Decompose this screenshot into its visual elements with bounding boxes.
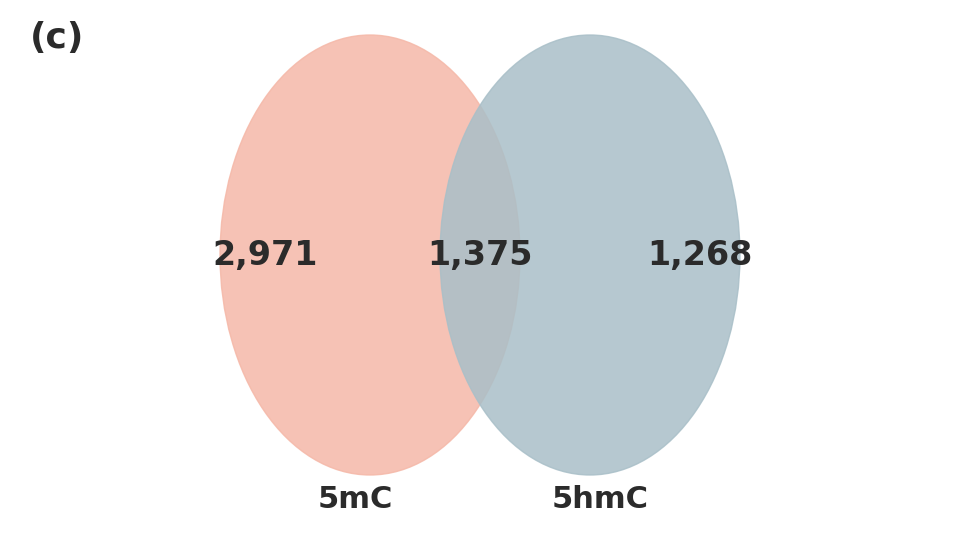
Text: (c): (c) (30, 21, 84, 55)
Text: 5hmC: 5hmC (551, 485, 647, 515)
Text: 1,268: 1,268 (646, 238, 752, 272)
Text: 2,971: 2,971 (212, 238, 318, 272)
Ellipse shape (220, 35, 519, 475)
Text: 5mC: 5mC (317, 485, 392, 515)
Text: 1,375: 1,375 (426, 238, 532, 272)
Ellipse shape (439, 35, 739, 475)
